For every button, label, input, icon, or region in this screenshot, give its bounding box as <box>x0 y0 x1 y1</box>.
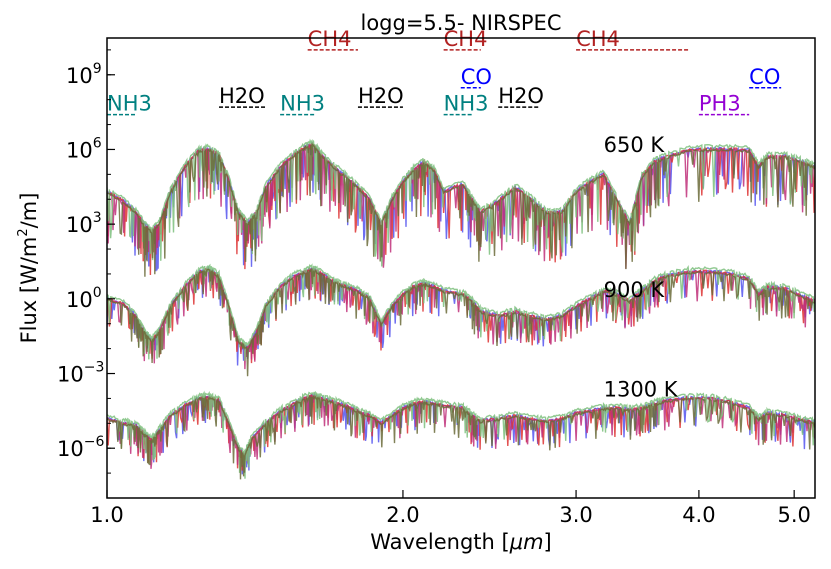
spectrum-model-olive-900k <box>107 267 815 377</box>
y-axis-title: Flux [W/m2/m] <box>16 193 41 344</box>
x-tick-label: 1.0 <box>90 503 123 527</box>
spectra-layer <box>107 138 815 480</box>
y-tick-label: 100 <box>66 285 102 312</box>
spectrum-model-green-1300k <box>107 390 815 479</box>
y-tick-label: 103 <box>66 210 102 237</box>
y-axis-ticks: 109 106 103 100 10−3 10−6 <box>57 49 115 499</box>
temperature-label-1300k: 1300 K <box>604 377 679 401</box>
band-label-nh3-10: NH3 <box>444 92 489 116</box>
band-label-co-4: CO <box>749 65 780 89</box>
y-axis-title-sup: 2 <box>16 228 31 236</box>
band-label-h2o-7: H2O <box>498 84 544 108</box>
y-tick-label: 109 <box>66 61 102 88</box>
spectrum-model-olive-650k <box>107 143 815 277</box>
x-axis-unit: μm <box>509 530 544 554</box>
x-axis-title-text: Wavelength [ <box>370 530 509 554</box>
y-tick-label: 10−6 <box>57 434 104 461</box>
x-tick-label: 4.0 <box>682 503 715 527</box>
band-label-co-3: CO <box>461 65 492 89</box>
temperature-label-650k: 650 K <box>604 133 666 157</box>
band-label-h2o-5: H2O <box>219 84 265 108</box>
y-axis-title-close: /m] <box>17 193 41 229</box>
band-label-ch4-1: CH4 <box>444 27 488 51</box>
y-tick-label: 106 <box>66 135 102 162</box>
plot-frame <box>106 37 816 499</box>
spectrum-model-olive-1300k <box>107 394 815 480</box>
x-axis-title-close: ] <box>544 530 552 554</box>
y-tick-label: 10−3 <box>57 360 104 387</box>
band-label-nh3-8: NH3 <box>107 92 152 116</box>
band-label-ch4-0: CH4 <box>308 27 352 51</box>
x-tick-label: 3.0 <box>559 503 592 527</box>
y-axis-title-text: Flux [W/m <box>17 237 41 344</box>
spectrum-model-green-650k <box>107 138 815 267</box>
spectrum-model-green-900k <box>107 263 815 361</box>
chart-title: logg=5.5- NIRSPEC <box>360 11 561 35</box>
band-label-ph3-11: PH3 <box>699 92 741 116</box>
band-label-h2o-6: H2O <box>358 84 404 108</box>
temperature-label-900k: 900 K <box>604 278 666 302</box>
temperature-labels-layer: 650 K 900 K 1300 K <box>604 133 679 402</box>
band-label-nh3-9: NH3 <box>280 92 325 116</box>
band-label-ch4-2: CH4 <box>576 27 620 51</box>
x-tick-label: 2.0 <box>386 503 419 527</box>
x-tick-label: 5.0 <box>777 503 810 527</box>
x-axis-title: Wavelength [μm] <box>370 530 551 554</box>
x-axis-ticks: 1.0 2.0 3.0 4.0 5.0 <box>90 490 811 527</box>
